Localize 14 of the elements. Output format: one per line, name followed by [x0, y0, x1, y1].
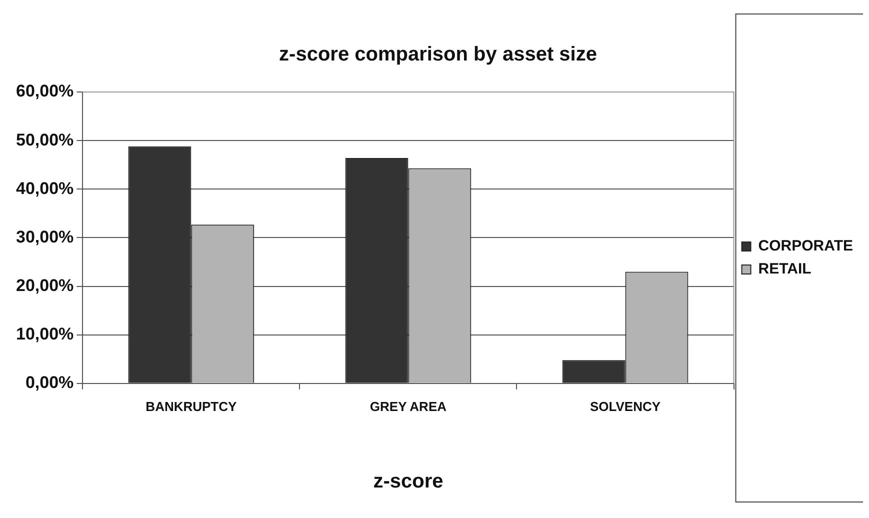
y-tick-label: 10,00% [16, 324, 74, 344]
y-tick-label: 0,00% [25, 373, 74, 392]
y-tick-label: 20,00% [16, 276, 74, 295]
legend-label: CORPORATE [758, 238, 854, 255]
y-tick-label: 30,00% [16, 227, 74, 246]
x-tick-label: SOLVENCY [590, 398, 661, 414]
y-tick-label: 50,00% [16, 130, 74, 150]
chart-title: z-score comparison by asset size [279, 44, 597, 66]
y-tick-label: 60,00% [16, 82, 74, 101]
x-tick-label: GREY AREA [370, 398, 448, 414]
y-tick-label: 40,00% [16, 178, 74, 198]
x-tick-label: BANKRUPTCY [146, 398, 238, 414]
x-axis-title: z-score [373, 470, 444, 493]
legend-label: RETAIL [758, 260, 812, 278]
